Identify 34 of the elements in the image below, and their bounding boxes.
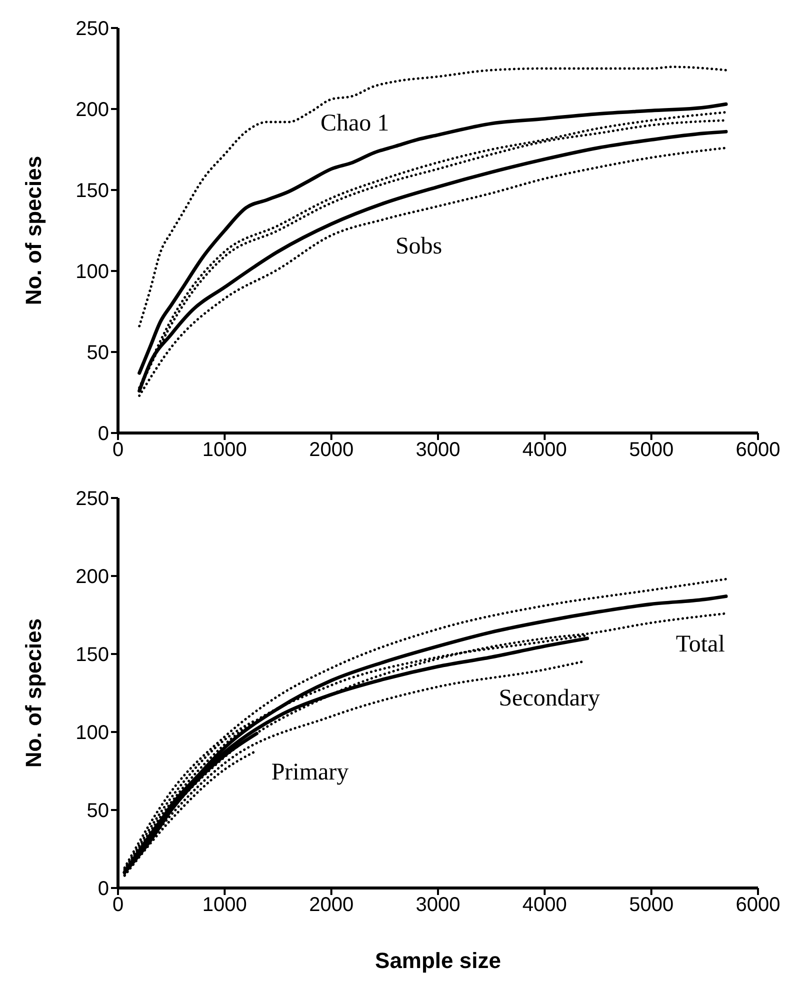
x-tick-label: 4000 (522, 894, 567, 916)
y-tick-label: 250 (76, 18, 109, 40)
x-tick-label: 2000 (309, 439, 354, 462)
x-tick-label: 3000 (416, 439, 460, 462)
x-tick-label: 5000 (629, 894, 674, 916)
x-tick-label: 1000 (202, 894, 247, 916)
y-tick-label: 0 (98, 878, 109, 900)
annotation: Sobs (395, 233, 442, 260)
x-axis-title: Sample size (375, 948, 501, 973)
x-tick-label: 2000 (309, 894, 354, 916)
x-tick-label: 4000 (522, 439, 567, 462)
y-tick-label: 50 (86, 342, 109, 364)
annotation: Total (676, 631, 725, 658)
y-tick-label: 50 (86, 800, 109, 822)
annotation: Secondary (498, 686, 600, 713)
x-tick-label: 6000 (736, 439, 780, 462)
y-tick-label: 150 (76, 644, 109, 666)
x-tick-label: 3000 (416, 894, 460, 916)
y-tick-label: 0 (98, 423, 109, 446)
y-tick-label: 100 (76, 722, 109, 744)
x-tick-label: 0 (112, 894, 124, 916)
annotation: Chao 1 (320, 110, 390, 138)
x-tick-label: 6000 (736, 894, 780, 916)
y-axis-title: No. of species (20, 618, 46, 768)
x-tick-label: 0 (112, 439, 124, 462)
y-tick-label: 200 (76, 566, 109, 588)
x-tick-label: 5000 (629, 439, 674, 462)
y-axis-title: No. of species (20, 156, 46, 306)
x-tick-label: 1000 (202, 439, 247, 462)
y-tick-label: 200 (76, 99, 109, 122)
y-tick-label: 250 (76, 488, 109, 510)
y-tick-label: 100 (76, 261, 109, 284)
y-tick-label: 150 (76, 180, 109, 202)
annotation: Primary (271, 759, 349, 786)
